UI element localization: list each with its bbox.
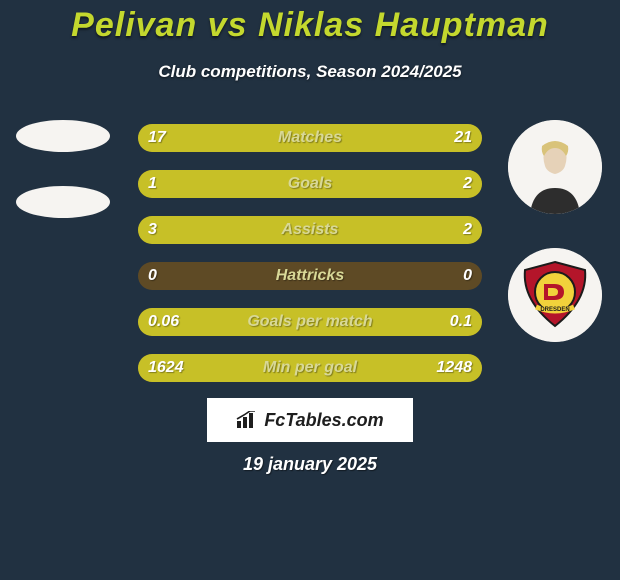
- comparison-title: Pelivan vs Niklas Hauptman: [0, 6, 620, 45]
- dynamo-dresden-icon: DRESDEN: [508, 248, 602, 342]
- stat-row: 00Hattricks: [138, 262, 482, 290]
- right-player-avatar: [508, 120, 602, 214]
- comparison-date: 19 january 2025: [0, 454, 620, 475]
- right-avatars: DRESDEN: [500, 120, 610, 342]
- stat-label: Goals per match: [138, 308, 482, 336]
- stat-row: 12Goals: [138, 170, 482, 198]
- stat-label: Hattricks: [138, 262, 482, 290]
- stat-row: 0.060.1Goals per match: [138, 308, 482, 336]
- stat-label: Goals: [138, 170, 482, 198]
- right-club-badge: DRESDEN: [508, 248, 602, 342]
- stat-row: 32Assists: [138, 216, 482, 244]
- stat-row: 16241248Min per goal: [138, 354, 482, 382]
- fctables-watermark: FcTables.com: [207, 398, 413, 442]
- fctables-label: FcTables.com: [264, 410, 383, 431]
- left-club-badge: [16, 186, 110, 218]
- left-player-avatar: [16, 120, 110, 152]
- comparison-canvas: Pelivan vs Niklas Hauptman Club competit…: [0, 0, 620, 580]
- bars-icon: [236, 411, 258, 429]
- stat-label: Assists: [138, 216, 482, 244]
- svg-text:DRESDEN: DRESDEN: [540, 307, 569, 313]
- player-silhouette-icon: [508, 120, 602, 214]
- stats-container: 1721Matches 12Goals 32Assists 00Hattricks 0.…: [138, 124, 482, 382]
- stat-label: Matches: [138, 124, 482, 152]
- stat-row: 1721Matches: [138, 124, 482, 152]
- left-avatars: [8, 120, 118, 218]
- stat-label: Min per goal: [138, 354, 482, 382]
- comparison-subtitle: Club competitions, Season 2024/2025: [0, 62, 620, 82]
